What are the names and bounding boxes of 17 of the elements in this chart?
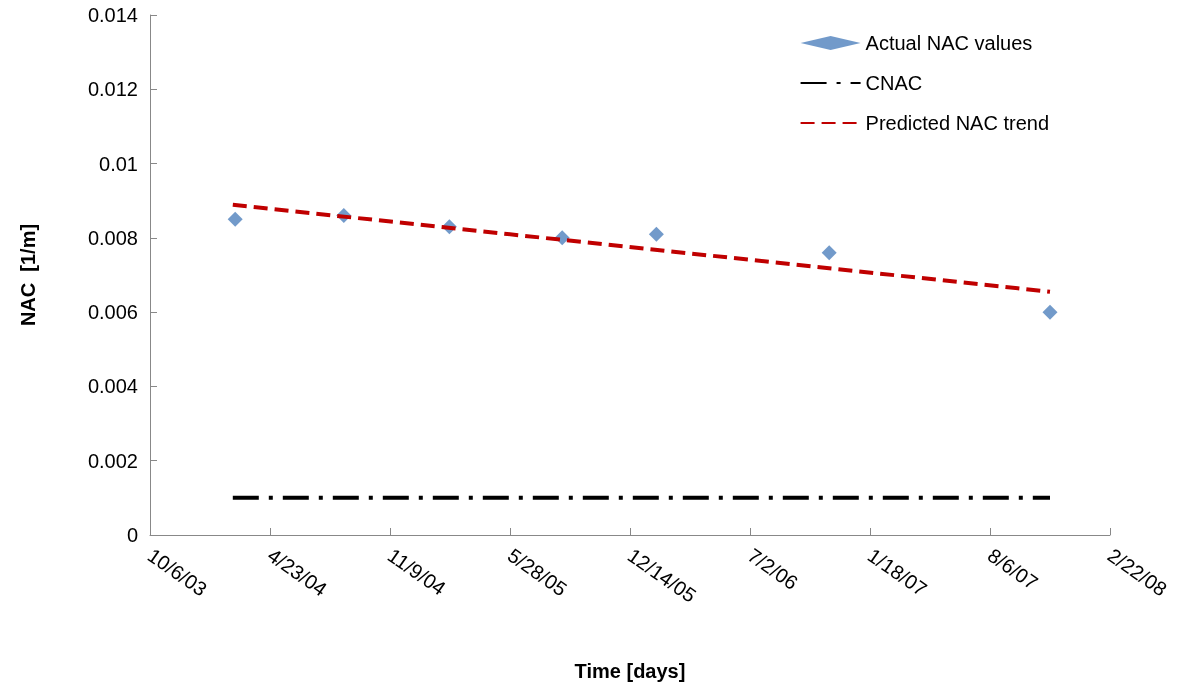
legend-label: Actual NAC values xyxy=(865,32,1033,54)
y-tick-label: 0.006 xyxy=(87,301,138,324)
y-tick-label: 0.012 xyxy=(87,78,138,101)
legend-label: CNAC xyxy=(865,72,923,94)
y-tick-label: 0.002 xyxy=(87,449,138,472)
y-tick-label: 0.01 xyxy=(99,152,138,175)
point xyxy=(1042,304,1058,320)
y-axis-title: NAC [1/m] xyxy=(17,223,39,327)
point xyxy=(227,211,243,227)
legend-label: Predicted NAC trend xyxy=(865,112,1049,134)
point xyxy=(821,245,837,261)
y-tick-label: 0.014 xyxy=(87,4,138,26)
y-tick-label: 0.008 xyxy=(87,226,138,249)
y-tick-label: 0.004 xyxy=(87,375,138,398)
y-tick-label: 0 xyxy=(126,524,138,546)
point xyxy=(648,226,664,242)
x-axis-title: Time [days] xyxy=(574,660,686,682)
